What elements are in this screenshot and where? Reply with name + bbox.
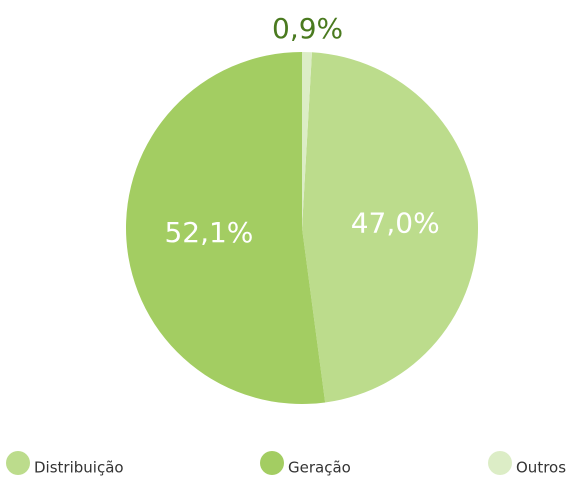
pie-slice: [302, 52, 312, 228]
legend-swatch: [260, 451, 284, 475]
legend-label: Outros: [516, 459, 566, 477]
legend-swatch: [488, 451, 512, 475]
legend-label: Distribuição: [34, 459, 124, 477]
legend-label: Geração: [288, 459, 351, 477]
slice-label: 0,9%: [272, 12, 343, 45]
pie-slice: [126, 52, 326, 404]
slice-label: 52,1%: [164, 216, 253, 249]
pie-slice: [302, 52, 479, 403]
slice-label: 47,0%: [351, 206, 440, 239]
legend-swatch: [6, 451, 30, 475]
